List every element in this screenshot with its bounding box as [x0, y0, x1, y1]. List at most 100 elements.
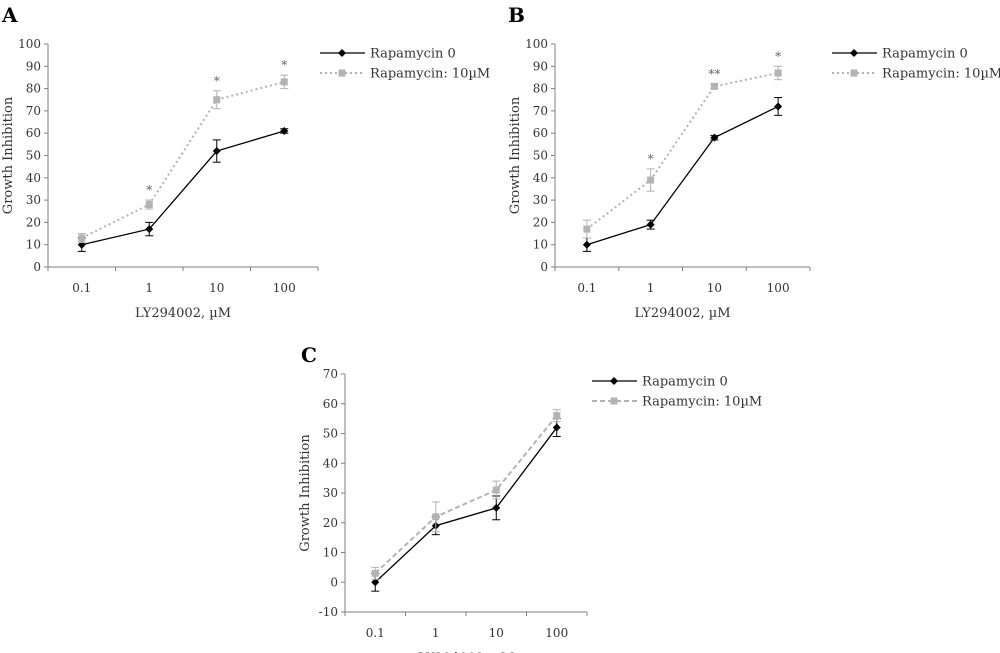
legend-entry: Rapamycin: 10µM	[832, 67, 1000, 82]
y-tick-label: 0	[33, 260, 41, 274]
legend-marker	[610, 377, 618, 385]
data-point	[213, 96, 221, 104]
y-tick-label: 50	[323, 427, 338, 441]
data-point	[582, 240, 591, 249]
y-tick-label: 60	[323, 397, 338, 411]
data-point	[212, 147, 221, 156]
y-tick-label: 80	[26, 82, 41, 96]
data-point	[710, 82, 718, 90]
panel-label: C	[301, 343, 317, 367]
x-tick-label: 0.1	[366, 626, 385, 640]
data-point	[78, 234, 86, 242]
data-point	[774, 102, 783, 111]
chart-panel-b: B 0 10 20 30 40 50 60 70 80 90 100 0.1 1 10 100 LY294002…	[508, 3, 1000, 321]
legend-label: Rapamycin 0	[642, 375, 728, 390]
series-line	[374, 415, 558, 575]
y-axis-title: Growth Inhibition	[1, 96, 16, 214]
legend-entry: Rapamycin 0	[832, 47, 968, 62]
y-tick-label: 20	[323, 516, 338, 530]
y-tick-label: 90	[533, 59, 548, 73]
series-line	[586, 72, 779, 230]
x-axis-title: LY294002, µM	[634, 306, 730, 321]
y-tick-label: 90	[26, 59, 41, 73]
y-tick-label: 70	[26, 104, 41, 118]
significance-marker: *	[214, 74, 220, 88]
series-line	[81, 130, 285, 246]
y-axis-title: Growth Inhibition	[298, 434, 313, 552]
y-tick-label: 30	[323, 486, 338, 500]
series-0	[582, 97, 783, 252]
legend-label: Rapamycin 0	[882, 47, 968, 62]
data-point	[774, 69, 782, 77]
legend-label: Rapamycin 0	[370, 47, 456, 62]
x-tick-label: 10	[209, 281, 224, 295]
panel-label: A	[1, 3, 18, 27]
x-tick-label: 1	[647, 281, 655, 295]
chart-panel-c: C -10 0 10 20 30 40 50 60 70 0.1 1 10 100 LY294002, µM…	[298, 343, 762, 653]
x-tick-label: 100	[545, 626, 568, 640]
y-axis-title: Growth Inhibition	[508, 96, 523, 214]
legend-entry: Rapamycin 0	[320, 47, 456, 62]
data-point	[647, 176, 655, 184]
legend-entry: Rapamycin: 10µM	[320, 67, 490, 82]
significance-marker: *	[648, 152, 654, 166]
y-tick-label: 20	[26, 215, 41, 229]
x-tick-label: 100	[767, 281, 790, 295]
y-tick-label: 70	[323, 367, 338, 381]
series-0	[371, 418, 561, 592]
x-axis-title: LY294002, µM	[135, 306, 231, 321]
data-point	[552, 423, 561, 432]
legend-entry: Rapamycin: 10µM	[592, 395, 762, 410]
legend-marker	[338, 69, 346, 77]
y-tick-label: 80	[533, 82, 548, 96]
y-tick-label: 40	[533, 171, 548, 185]
y-tick-label: 70	[533, 104, 548, 118]
y-tick-label: 30	[26, 193, 41, 207]
legend-label: Rapamycin: 10µM	[370, 67, 490, 82]
legend-marker	[850, 69, 858, 77]
data-point	[492, 503, 501, 512]
legend-label: Rapamycin: 10µM	[642, 395, 762, 410]
data-point	[432, 513, 440, 521]
y-tick-label: 100	[18, 37, 41, 51]
legend-entry: Rapamycin 0	[592, 375, 728, 390]
y-tick-label: 40	[323, 456, 338, 470]
significance-marker: *	[281, 58, 287, 72]
series-line	[374, 427, 558, 583]
legend-label: Rapamycin: 10µM	[882, 67, 1000, 82]
significance-marker: *	[775, 49, 781, 63]
data-point	[710, 133, 719, 142]
chart-panel-a: A 0 10 20 30 40 50 60 70 80 90 100 0.1 1 10 100 LY294002…	[1, 3, 490, 321]
y-tick-label: 50	[533, 149, 548, 163]
significance-marker: **	[708, 67, 720, 81]
y-tick-label: 10	[533, 238, 548, 252]
x-tick-label: 1	[145, 281, 153, 295]
y-tick-label: 20	[533, 215, 548, 229]
y-tick-label: 0	[330, 575, 338, 589]
y-tick-label: 60	[26, 126, 41, 140]
legend-marker	[850, 49, 858, 57]
legend-marker	[610, 397, 618, 405]
x-tick-label: 1	[432, 626, 440, 640]
x-axis-title: LY294002, µM	[418, 651, 514, 653]
data-point	[280, 78, 288, 86]
series-line	[81, 80, 285, 239]
data-point	[553, 412, 561, 420]
data-point	[371, 569, 379, 577]
series-1	[371, 409, 561, 580]
data-point	[280, 126, 289, 135]
x-tick-label: 0.1	[577, 281, 596, 295]
x-tick-label: 0.1	[72, 281, 91, 295]
series-line	[586, 105, 779, 246]
data-point	[145, 201, 153, 209]
y-tick-label: 10	[26, 238, 41, 252]
y-tick-label: 40	[26, 171, 41, 185]
panel-label: B	[508, 3, 525, 27]
y-tick-label: 100	[525, 37, 548, 51]
series-0	[77, 126, 289, 252]
data-point	[583, 225, 591, 233]
y-tick-label: 30	[533, 193, 548, 207]
data-point	[371, 578, 380, 587]
y-tick-label: 50	[26, 149, 41, 163]
